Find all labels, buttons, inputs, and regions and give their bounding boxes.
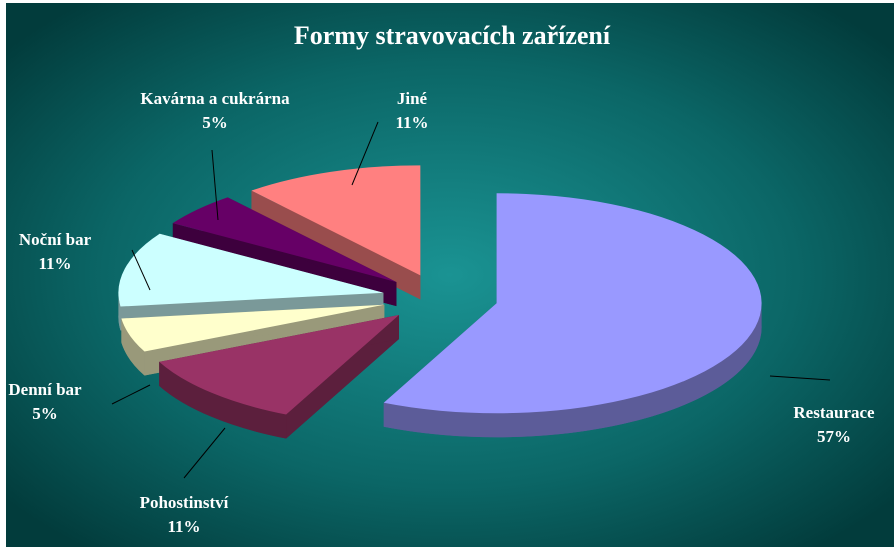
slice-value-label: 5% (202, 113, 228, 132)
slice-label: Pohostinství (140, 493, 229, 512)
slice-label: Restaurace (793, 403, 875, 422)
slice-label: Jiné (397, 89, 428, 108)
leader-line (769, 375, 831, 381)
leader-line (351, 121, 379, 186)
slice-label: Denní bar (8, 380, 82, 399)
chart-title: Formy stravovacích zařízení (294, 21, 611, 50)
slice-rim (121, 318, 145, 376)
slice-top (172, 197, 397, 283)
leader-line (211, 149, 219, 221)
slice-value-label: 11% (167, 517, 200, 536)
slice-value-label: 11% (38, 254, 71, 273)
slice-value-label: 5% (32, 404, 58, 423)
slice-label: Noční bar (19, 230, 92, 249)
slice-value-label: 57% (817, 427, 851, 446)
slice-wall (286, 315, 399, 439)
slice (251, 165, 421, 300)
slice (159, 315, 399, 439)
slice-top (121, 304, 385, 352)
slice-rim (118, 292, 121, 331)
slice-rim (383, 303, 762, 438)
leader-line (131, 249, 151, 291)
slice-top (383, 193, 762, 414)
slice-top (159, 315, 399, 415)
slice-value-label: 11% (395, 113, 428, 132)
leader-line (111, 384, 151, 405)
slice-label: Kavárna a cukrárna (140, 89, 290, 108)
leader-line (183, 427, 226, 479)
slice-top (118, 233, 384, 307)
slice-wall (251, 190, 421, 300)
slice-top (251, 165, 421, 276)
slice-rim (159, 361, 287, 439)
slice (383, 193, 762, 438)
